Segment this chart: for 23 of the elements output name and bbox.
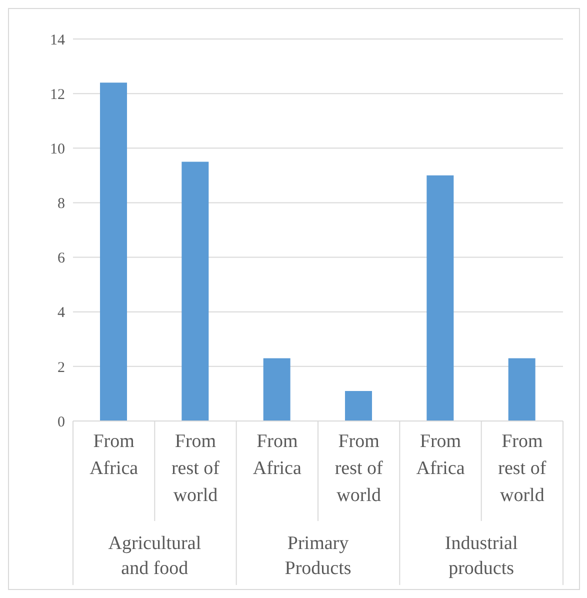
y-tick-label: 10: [50, 141, 65, 158]
y-tick-label: 6: [58, 250, 66, 267]
x-tick-label: From Africa: [252, 431, 302, 479]
text: Agricultural and food: [108, 533, 202, 579]
x-tick-label: From rest of world: [334, 431, 384, 506]
bar: [100, 82, 127, 421]
y-tick-label: 2: [58, 360, 65, 376]
x-tick-label: From rest of world: [498, 431, 547, 506]
text: Primary Products: [284, 533, 352, 579]
y-tick-label: 12: [50, 86, 65, 103]
text: Industrial products: [444, 533, 518, 579]
bar: [263, 358, 290, 421]
x-tick-label: From Africa: [90, 431, 139, 479]
bar: [182, 162, 209, 421]
x-tick-label: From Africa: [416, 431, 466, 479]
bar: [426, 175, 454, 421]
y-tick-label: 0: [58, 414, 65, 430]
y-tick-label: 8: [58, 196, 65, 212]
y-tick-label: 14: [50, 32, 66, 48]
bar: [508, 358, 536, 421]
x-tick-label: From rest of world: [171, 431, 220, 506]
y-tick-label: 4: [58, 305, 66, 322]
bar: [345, 390, 372, 421]
